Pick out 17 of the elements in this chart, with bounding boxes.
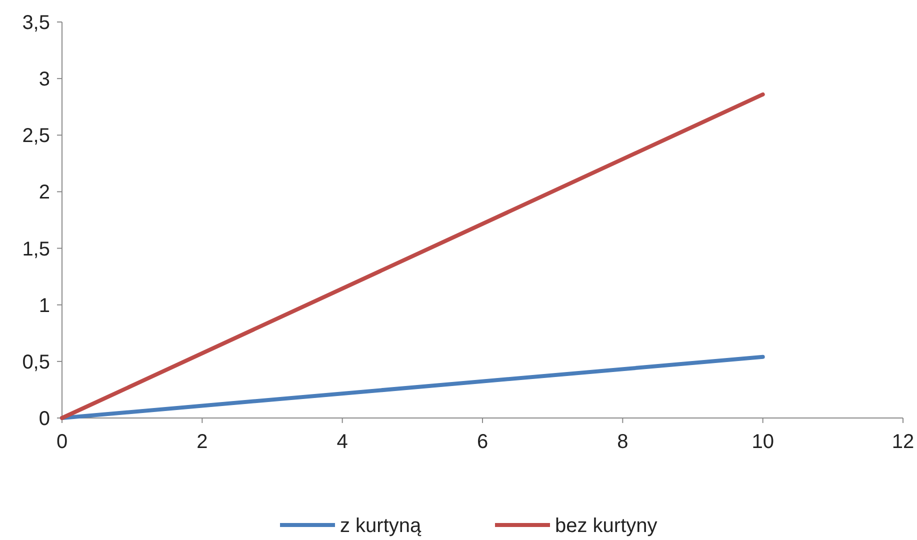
legend-label: bez kurtyny bbox=[555, 515, 658, 537]
y-tick-label: 1 bbox=[38, 294, 50, 317]
y-tick-label: 0 bbox=[38, 408, 50, 430]
y-tick-label: 1,5 bbox=[22, 238, 50, 260]
x-tick-label: 8 bbox=[617, 431, 628, 453]
x-tick-label: 0 bbox=[56, 431, 68, 453]
y-tick-label: 2,5 bbox=[22, 125, 50, 148]
legend-label: z kurtyną bbox=[340, 515, 422, 537]
y-tick-label: 2 bbox=[38, 182, 50, 204]
x-tick-label: 10 bbox=[752, 431, 774, 453]
x-tick-label: 6 bbox=[476, 431, 488, 453]
x-tick-label: 2 bbox=[196, 431, 208, 453]
y-tick-label: 3 bbox=[38, 68, 50, 91]
x-tick-label: 4 bbox=[336, 431, 348, 453]
y-tick-label: 0,5 bbox=[22, 351, 50, 374]
x-tick-label: 12 bbox=[892, 431, 914, 453]
y-tick-label: 3,5 bbox=[22, 12, 50, 34]
